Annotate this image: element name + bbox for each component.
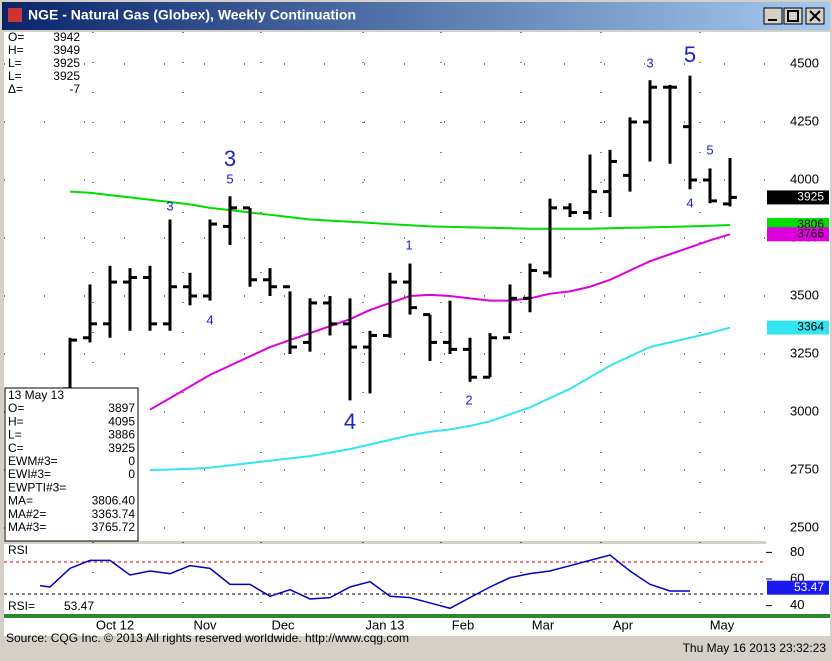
data-value: 4095 — [108, 414, 135, 428]
quote-value: 3942 — [53, 30, 80, 44]
x-tick-label: Feb — [452, 617, 474, 632]
y-tick-label: 3250 — [790, 345, 819, 360]
y-tick-label: 2750 — [790, 461, 819, 476]
price-tag — [767, 190, 829, 205]
quote-key: Δ= — [8, 82, 23, 96]
wave-label: 3 — [166, 198, 173, 213]
wave-label: 5 — [706, 142, 713, 157]
minimize[interactable] — [763, 7, 783, 25]
time-strip — [4, 614, 830, 618]
x-tick-label: Mar — [532, 617, 555, 632]
rsi-tag — [767, 580, 829, 595]
rsi-tag-label: 53.47 — [794, 580, 824, 594]
quote-key: L= — [8, 56, 22, 70]
data-key: H= — [8, 414, 24, 428]
data-value: 3806.40 — [92, 494, 136, 508]
price-tag — [767, 227, 829, 242]
wave-label: 3 — [646, 55, 653, 70]
rsi-label: RSI — [8, 543, 28, 557]
data-key: C= — [8, 441, 24, 455]
window-buttons[interactable] — [763, 7, 825, 25]
price-tag-label: 3766 — [797, 226, 824, 240]
x-tick-label: May — [710, 617, 735, 632]
rsi-line — [39, 554, 690, 610]
data-value: 0 — [128, 467, 135, 481]
moving-average — [149, 233, 731, 411]
data-value: 3897 — [108, 401, 135, 415]
time-axis — [4, 614, 830, 636]
data-value: 3925 — [108, 441, 135, 455]
rsi-tick-label: 40 — [790, 597, 804, 612]
data-key: EWI#3= — [8, 467, 51, 481]
data-value: 0 — [128, 454, 135, 468]
quote-value: 3949 — [53, 43, 80, 57]
price-tag-label: 3364 — [797, 320, 824, 334]
window-title: NGE - Natural Gas (Globex), Weekly Conti… — [28, 7, 356, 23]
data-value: 3363.74 — [92, 507, 136, 521]
rsi-tick-label: 80 — [790, 544, 804, 559]
quote-key: O= — [8, 30, 24, 44]
moving-average — [149, 326, 731, 472]
data-date: 13 May 13 — [8, 388, 64, 402]
wave-label: 4 — [686, 195, 693, 210]
x-tick-label: Jan 13 — [365, 617, 404, 632]
data-value: 3886 — [108, 428, 135, 442]
x-tick-label: Apr — [613, 617, 634, 632]
data-box — [4, 387, 139, 542]
wave-label: 3 — [224, 146, 236, 171]
data-key: L= — [8, 428, 22, 442]
price-tag-label: 3925 — [797, 190, 824, 204]
button-glyphs — [768, 10, 821, 22]
wave-label: 2 — [465, 392, 472, 407]
data-key: MA#3= — [8, 520, 46, 534]
x-tick-label: Dec — [271, 617, 295, 632]
data-key: MA= — [8, 494, 33, 508]
data-key: MA#2= — [8, 507, 46, 521]
quote-value: 3925 — [53, 56, 80, 70]
wave-label: 4 — [344, 409, 356, 434]
quote-value: 3925 — [53, 69, 80, 83]
quote-key: L= — [8, 69, 22, 83]
price-tag — [767, 320, 829, 335]
quote-key: H= — [8, 43, 24, 57]
y-tick-label: 2500 — [790, 519, 819, 534]
moving-average — [69, 190, 731, 230]
wave-label: 5 — [226, 171, 233, 186]
quote-box — [5, 33, 83, 97]
wave-label: 4 — [206, 312, 213, 327]
data-key: EWPTI#3= — [8, 480, 66, 494]
data-key: EWM#3= — [8, 454, 58, 468]
x-tick-label: Nov — [193, 617, 217, 632]
wave-label: 1 — [405, 237, 412, 252]
wave-label: 5 — [684, 42, 696, 67]
data-key: O= — [8, 401, 24, 415]
rsi-pane — [4, 544, 766, 614]
y-tick-label: 4000 — [790, 171, 819, 186]
quote-value: -7 — [69, 82, 80, 96]
rsi-readout: 53.47 — [64, 599, 94, 613]
rsi-readout-label: RSI= — [8, 599, 35, 613]
data-value: 3765.72 — [92, 520, 136, 534]
y-tick-label: 3000 — [790, 403, 819, 418]
title-bar — [2, 2, 830, 30]
x-tick-label: Oct 12 — [96, 617, 134, 632]
y-tick-label: 3500 — [790, 287, 819, 302]
status-source: Source: CQG Inc. © 2013 All rights reser… — [6, 631, 409, 645]
y-tick-label: 4500 — [790, 55, 819, 70]
status-time: Thu May 16 2013 23:32:23 — [683, 641, 827, 655]
y-tick-label: 4250 — [790, 113, 819, 128]
app-icon — [8, 8, 22, 22]
